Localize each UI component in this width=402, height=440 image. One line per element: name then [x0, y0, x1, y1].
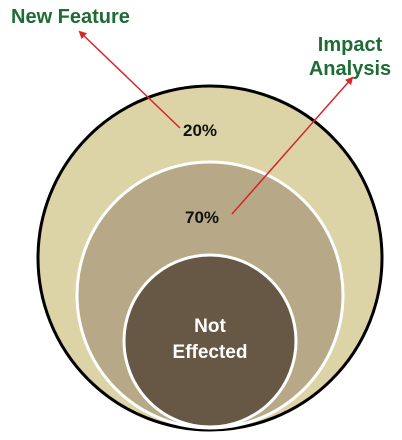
center-label-line1: Not [194, 316, 226, 337]
center-label: Not Effected [160, 314, 260, 366]
middle-percentage-label: 70% [185, 208, 220, 227]
impact-analysis-arrow [231, 76, 354, 215]
new-feature-label: New Feature [11, 6, 130, 28]
new-feature-arrow [78, 30, 181, 129]
impact-analysis-line1: Impact [317, 34, 383, 56]
impact-analysis-line2: Analysis [308, 58, 392, 80]
outer-percentage-label: 20% [183, 121, 218, 140]
inner-circle [122, 253, 298, 429]
center-label-line2: Effected [172, 342, 248, 363]
impact-analysis-label: Impact Analysis [300, 33, 400, 81]
